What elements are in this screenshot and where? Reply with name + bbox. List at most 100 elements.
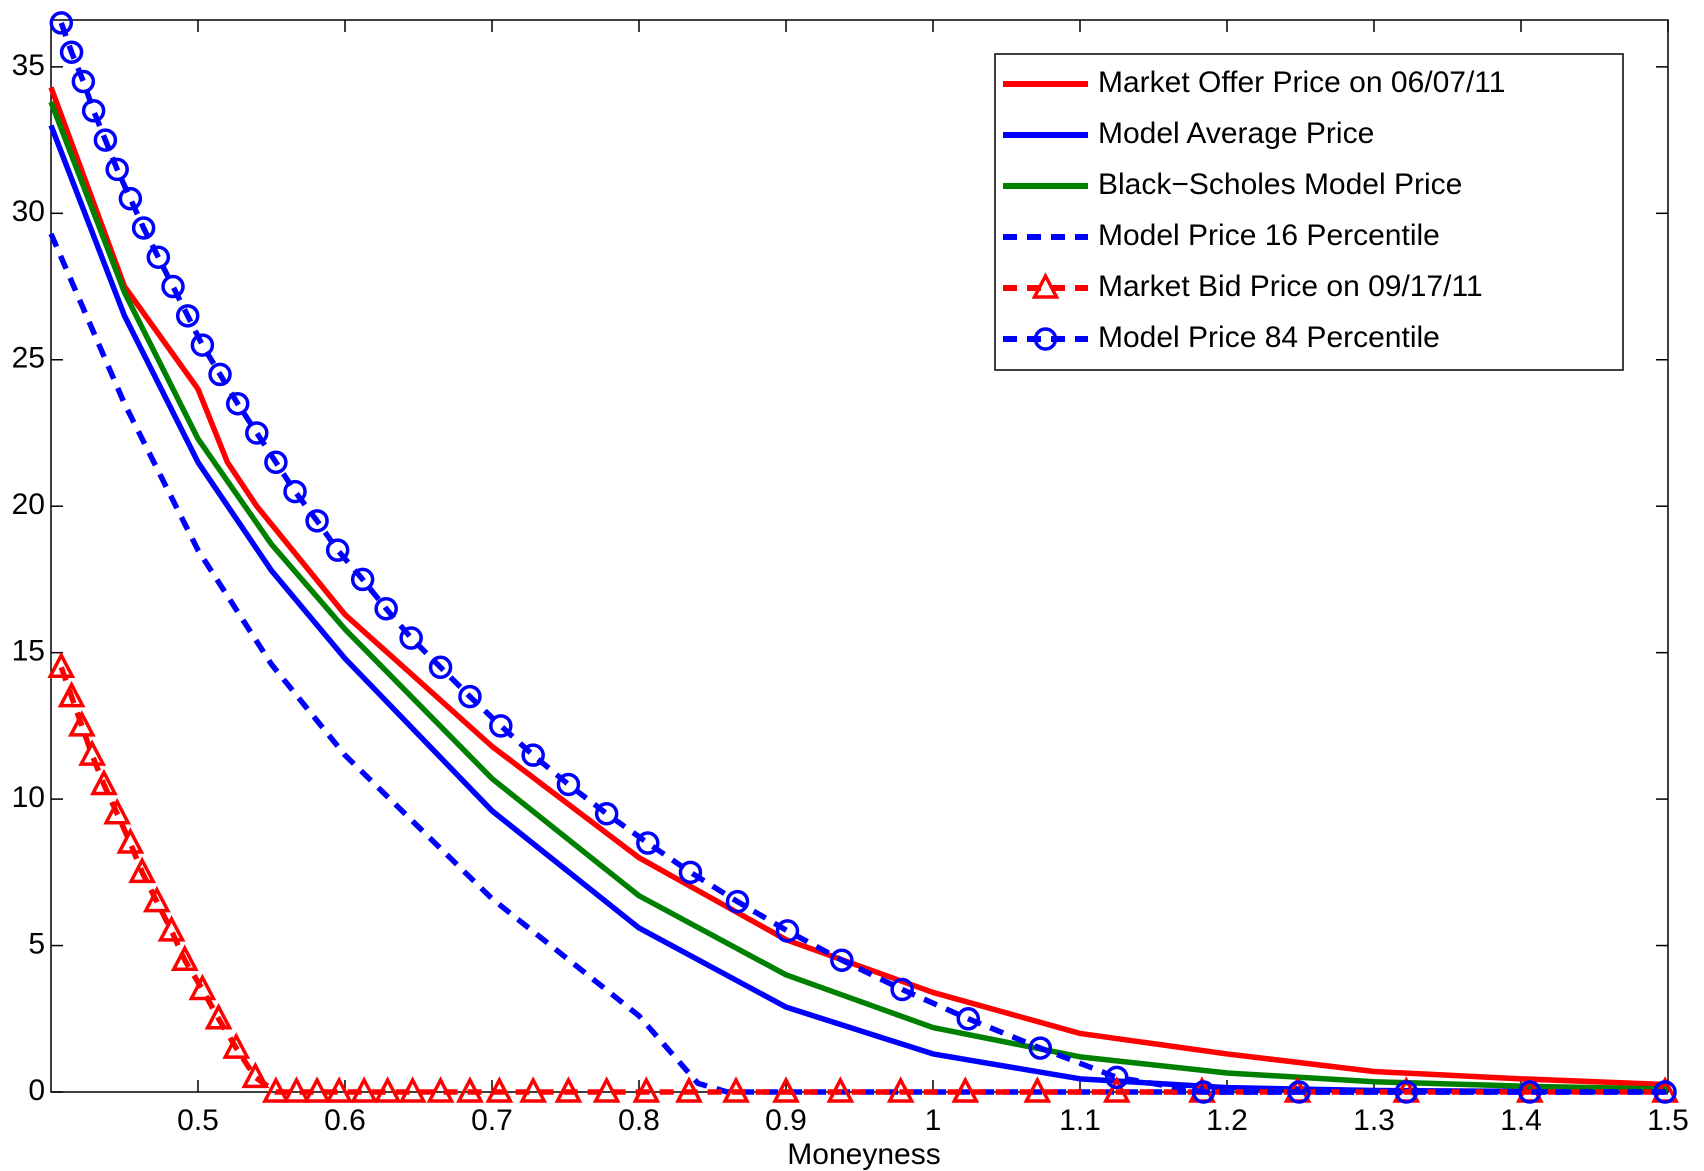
series-line — [58, 666, 1666, 1095]
legend-box — [994, 53, 1624, 371]
triangle-marker — [592, 1076, 621, 1103]
legend-label: Market Bid Price on 09/17/11 — [1098, 270, 1483, 303]
circle-marker — [725, 889, 750, 914]
circle-marker — [105, 157, 129, 182]
triangle-marker — [67, 710, 96, 737]
triangle-marker — [456, 1076, 484, 1103]
circle-marker — [678, 860, 703, 885]
circle-marker — [374, 596, 398, 621]
circle-marker — [428, 655, 453, 680]
legend-label: Model Price 84 Percentile — [1098, 321, 1440, 354]
circle-marker — [208, 362, 232, 387]
triangle-marker — [722, 1076, 750, 1103]
triangle-marker — [47, 651, 76, 679]
triangle-marker — [170, 944, 199, 971]
circle-marker — [93, 128, 118, 152]
x-tick-label: 0.5 — [177, 1104, 219, 1137]
circle-marker — [71, 69, 96, 94]
x-axis-label: Moneyness — [787, 1138, 940, 1171]
triangle-marker — [282, 1076, 311, 1103]
series-line — [48, 101, 1669, 1092]
circle-marker — [830, 948, 854, 972]
series-line — [58, 22, 1666, 1095]
circle-marker — [458, 684, 482, 709]
circle-marker — [283, 479, 307, 504]
y-tick-label: 5 — [28, 927, 45, 960]
circle-marker — [161, 274, 185, 299]
x-tick-label: 1.5 — [1647, 1104, 1689, 1137]
x-tick-label: 0.8 — [618, 1104, 660, 1137]
circle-marker — [489, 714, 513, 738]
triangle-marker — [886, 1076, 915, 1103]
circle-marker — [175, 304, 200, 328]
circle-marker — [146, 245, 171, 269]
circle-marker — [118, 186, 143, 211]
legend-label: Market Offer Price on 06/07/11 — [1098, 66, 1505, 99]
triangle-marker — [426, 1076, 455, 1103]
circle-marker — [1191, 1080, 1216, 1104]
triangle-marker — [262, 1076, 290, 1103]
triangle-marker — [398, 1076, 427, 1103]
circle-marker — [350, 567, 375, 592]
triangle-marker — [204, 1003, 233, 1030]
circle-marker — [190, 333, 215, 357]
y-tick-label: 15 — [12, 635, 45, 668]
triangle-marker — [116, 827, 145, 854]
y-tick-label: 35 — [12, 49, 45, 82]
triangle-marker — [325, 1076, 354, 1103]
triangle-marker — [128, 856, 157, 884]
triangle-marker — [1023, 1076, 1052, 1103]
triangle-marker — [772, 1076, 800, 1103]
triangle-marker — [142, 885, 171, 913]
circle-marker — [1028, 1036, 1053, 1060]
x-tick-label: 1.1 — [1059, 1104, 1101, 1137]
circle-marker — [131, 216, 156, 240]
triangle-marker — [103, 797, 132, 825]
triangle-marker — [157, 915, 186, 942]
legend-label: Model Average Price — [1098, 117, 1374, 150]
triangle-marker — [1102, 1076, 1131, 1103]
triangle-marker — [188, 973, 217, 1001]
series-group — [47, 11, 1679, 1104]
triangle-marker — [350, 1076, 379, 1103]
circle-marker — [49, 11, 74, 35]
circle-marker — [1518, 1080, 1542, 1104]
x-tick-label: 1.4 — [1500, 1104, 1542, 1137]
y-tick-label: 0 — [28, 1074, 45, 1107]
y-tick-label: 20 — [12, 488, 45, 521]
triangle-marker — [90, 768, 118, 796]
circle-marker — [1287, 1080, 1311, 1104]
x-tick-label: 0.7 — [471, 1104, 513, 1137]
triangle-marker — [951, 1076, 980, 1103]
circle-marker — [636, 831, 660, 855]
circle-marker — [59, 40, 84, 64]
triangle-marker — [485, 1076, 514, 1103]
x-tick-label: 1.3 — [1353, 1104, 1395, 1137]
circle-marker — [1033, 327, 1058, 351]
circle-marker — [1653, 1080, 1677, 1104]
triangle-marker — [1031, 272, 1060, 299]
triangle-marker — [632, 1076, 661, 1103]
triangle-marker — [554, 1076, 583, 1103]
series-line — [48, 86, 1669, 1088]
legend-label: Model Price 16 Percentile — [1098, 219, 1440, 252]
circle-marker — [556, 772, 581, 797]
circle-marker — [521, 743, 545, 767]
y-tick-label: 30 — [12, 195, 45, 228]
circle-marker — [81, 99, 106, 123]
y-tick-label: 10 — [12, 781, 45, 814]
circle-marker — [264, 450, 288, 475]
circle-marker — [399, 626, 423, 650]
circle-marker — [594, 801, 619, 826]
triangle-marker — [241, 1061, 270, 1089]
triangle-marker — [78, 739, 107, 766]
y-tick-label: 25 — [12, 342, 45, 375]
series-line — [48, 232, 1668, 1095]
legend-label: Black−Scholes Model Price — [1098, 168, 1462, 201]
triangle-marker — [373, 1076, 402, 1103]
circle-marker — [890, 977, 914, 1002]
triangle-marker — [303, 1076, 331, 1103]
circle-marker — [245, 421, 269, 445]
circle-marker — [305, 509, 329, 533]
